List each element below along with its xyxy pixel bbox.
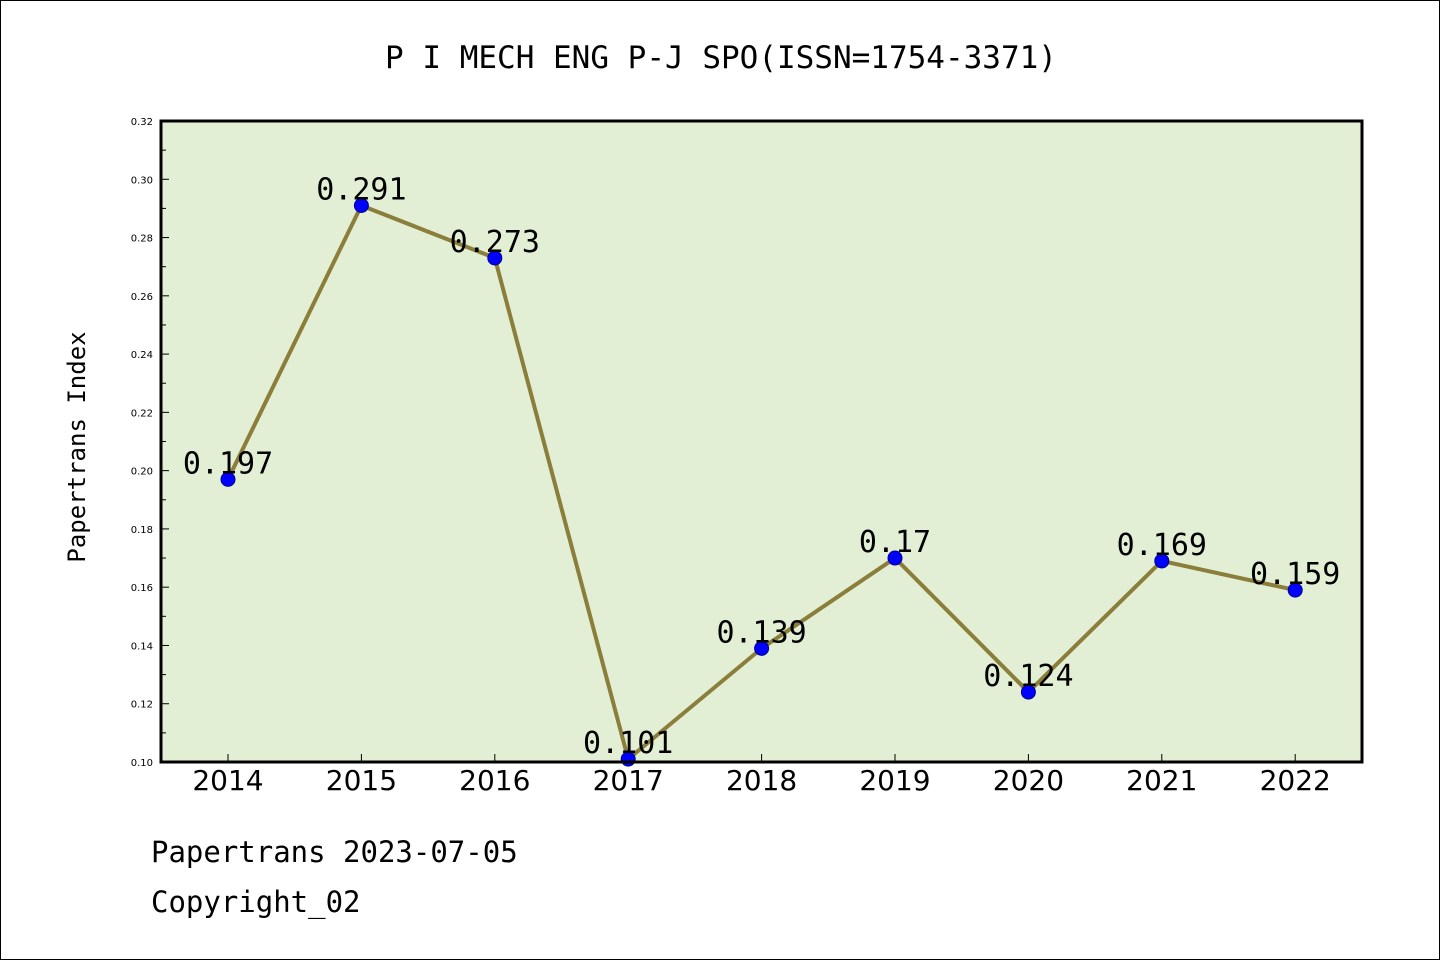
data-label: 0.197 bbox=[183, 446, 273, 481]
data-label: 0.17 bbox=[859, 525, 931, 560]
y-tick-label: 0.24 bbox=[131, 350, 153, 361]
data-point bbox=[887, 550, 903, 566]
data-point bbox=[1287, 582, 1303, 598]
data-point bbox=[220, 471, 236, 487]
y-tick-label: 0.30 bbox=[131, 175, 153, 186]
x-tick-label: 2018 bbox=[726, 764, 797, 797]
data-label: 0.139 bbox=[716, 615, 806, 650]
data-label: 0.101 bbox=[583, 726, 673, 761]
data-point bbox=[353, 197, 369, 213]
footer-copyright: Copyright_02 bbox=[151, 885, 361, 919]
x-tick-label: 2022 bbox=[1260, 764, 1331, 797]
x-tick-label: 2021 bbox=[1126, 764, 1197, 797]
data-point bbox=[1154, 553, 1170, 569]
y-tick-label: 0.20 bbox=[131, 467, 153, 478]
data-label: 0.273 bbox=[450, 225, 540, 260]
data-label: 0.159 bbox=[1250, 557, 1340, 592]
y-tick-label: 0.16 bbox=[131, 583, 153, 594]
y-tick-label: 0.22 bbox=[131, 408, 153, 419]
data-label: 0.169 bbox=[1117, 528, 1207, 563]
data-point bbox=[754, 640, 770, 656]
plot-area bbox=[161, 121, 1362, 762]
x-axis: 2014 2015 2016 2017 2018 2019 2020 2021 2022 bbox=[192, 754, 1331, 797]
footer-date: Papertrans 2023-07-05 bbox=[151, 835, 518, 869]
y-tick-label: 0.18 bbox=[131, 525, 153, 536]
y-axis-label: Papertrans Index bbox=[63, 331, 91, 562]
y-tick-label: 0.10 bbox=[131, 758, 153, 769]
data-label: 0.291 bbox=[316, 172, 406, 207]
chart-title: P I MECH ENG P-J SPO(ISSN=1754-3371) bbox=[385, 40, 1057, 76]
y-tick-label: 0.28 bbox=[131, 234, 153, 245]
y-tick-label: 0.12 bbox=[131, 700, 153, 711]
data-point bbox=[487, 250, 503, 266]
y-tick-label: 0.32 bbox=[131, 117, 153, 128]
x-tick-label: 2015 bbox=[326, 764, 397, 797]
plot-frame bbox=[159, 119, 1364, 764]
x-tick-label: 2017 bbox=[593, 764, 664, 797]
x-tick-label: 2020 bbox=[993, 764, 1064, 797]
x-tick-label: 2016 bbox=[459, 764, 530, 797]
x-tick-label: 2014 bbox=[192, 764, 263, 797]
y-tick-label: 0.14 bbox=[131, 641, 153, 652]
y-axis: 0.10 0.12 0.14 0.16 0.18 0.20 0.22 0.24 0.26 0.28… bbox=[131, 117, 169, 769]
data-label: 0.124 bbox=[983, 659, 1073, 694]
y-tick-label: 0.26 bbox=[131, 292, 153, 303]
x-tick-label: 2019 bbox=[859, 764, 930, 797]
data-point bbox=[1020, 684, 1036, 700]
data-labels: 0.197 0.291 0.273 0.101 0.139 0.17 0.124 0.169 0… bbox=[183, 172, 1341, 761]
